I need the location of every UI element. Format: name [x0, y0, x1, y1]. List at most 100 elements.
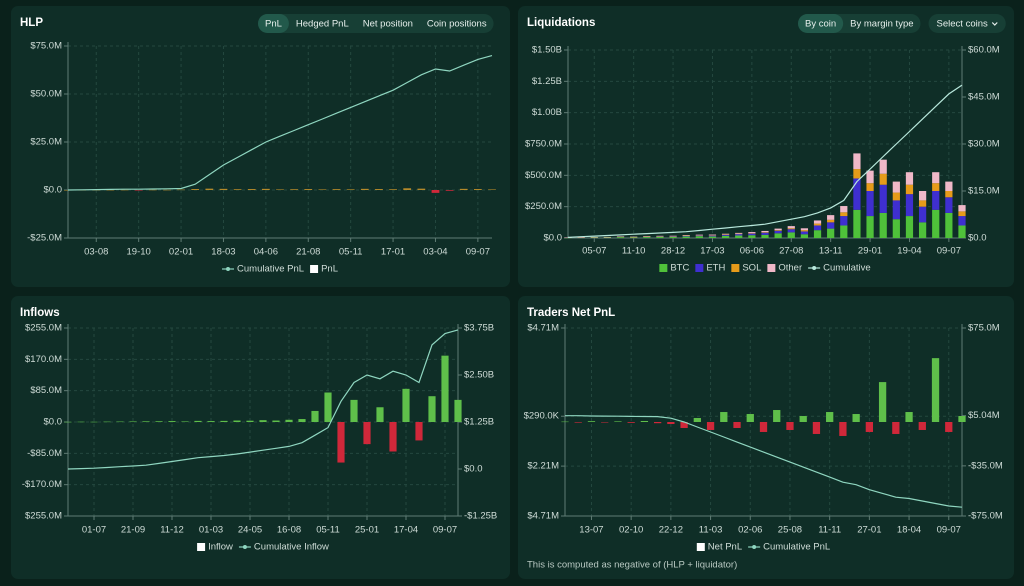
bar [389, 189, 397, 190]
bar [360, 188, 369, 190]
bar [853, 178, 861, 210]
x-tick-label: 04-06 [254, 247, 278, 258]
bar [695, 236, 703, 238]
bar [827, 219, 835, 223]
bar [733, 422, 741, 428]
x-tick-label: 01-07 [82, 525, 106, 536]
bar [721, 233, 730, 235]
bar [748, 232, 756, 233]
x-tick-label: 06-06 [740, 246, 764, 257]
bar [459, 188, 468, 190]
y-tick-label: $75.0M [30, 41, 62, 52]
bar [304, 189, 313, 190]
tab-button[interactable] [798, 14, 844, 33]
bar [840, 212, 848, 217]
line [567, 84, 963, 238]
y-tick-label: $255.0M [25, 511, 62, 522]
bar [879, 173, 887, 185]
bar [826, 412, 834, 422]
x-tick-label: 09-07 [937, 525, 961, 536]
panel-title: Liquidations [527, 17, 595, 29]
bar [721, 234, 730, 236]
bar [318, 189, 327, 190]
bar [892, 219, 900, 238]
bar [643, 236, 651, 237]
y2-tick-label: $45.0M [968, 92, 1000, 103]
y-tick-label: $290.0K [524, 411, 560, 422]
bar [945, 212, 953, 238]
y-tick-label: $25.0M [30, 137, 62, 148]
y-tick-label: $0.0 [544, 233, 563, 244]
bar [134, 190, 143, 191]
bar [866, 170, 874, 184]
bar [669, 236, 677, 238]
bar [332, 189, 341, 190]
bar [761, 230, 769, 233]
bar [761, 232, 769, 235]
bar [603, 237, 612, 238]
y-tick-label: $4.71M [527, 323, 559, 334]
y-tick-label: $2.21M [527, 461, 559, 472]
x-tick-label: 22-12 [659, 525, 683, 536]
bar [708, 236, 717, 238]
y2-tick-label: $3.75B [464, 323, 494, 334]
bar [905, 184, 914, 195]
bar [428, 396, 436, 422]
tab-button-label[interactable]: Net position [363, 19, 413, 30]
x-tick-label: 03-08 [84, 247, 108, 258]
tab-button[interactable] [258, 14, 289, 33]
x-tick-label: 11-10 [622, 246, 646, 257]
tab-button-label[interactable]: By coin [805, 19, 836, 30]
legend-label: ETH [706, 263, 725, 274]
line [67, 329, 459, 470]
y2-tick-label: $5.04M [968, 410, 1000, 421]
y-tick-label: -$170.0M [22, 479, 62, 490]
x-tick-label: 11-11 [818, 525, 841, 536]
bar [627, 422, 635, 423]
tab-button-label[interactable]: Hedged PnL [296, 19, 349, 30]
x-tick-label: 28-12 [661, 246, 685, 257]
bar [247, 189, 256, 190]
bar [142, 421, 150, 422]
bar [207, 421, 215, 422]
y-tick-label: $750.0M [525, 139, 562, 150]
bar [932, 172, 940, 184]
legend: Net PnL Cumulative PnL [696, 542, 830, 553]
bar [233, 420, 241, 422]
bar [800, 231, 809, 235]
y-tick-label: $255.0M [25, 323, 62, 334]
bar [375, 189, 383, 190]
bar [748, 232, 756, 234]
bar [669, 235, 677, 237]
y-tick-label: -$25.0M [27, 233, 62, 244]
y2-tick-label: $2.50B [464, 370, 494, 381]
x-tick-label: 09-07 [433, 525, 457, 536]
bar [272, 420, 280, 422]
x-tick-label: 09-07 [466, 247, 490, 258]
bar [233, 189, 242, 190]
bar [682, 235, 690, 236]
tab-button-label[interactable]: By margin type [850, 19, 913, 30]
y2-tick-label: -$1.25B [464, 511, 497, 522]
bar [892, 422, 900, 434]
bar [680, 422, 688, 428]
legend-label: Inflow [208, 542, 233, 553]
dropdown[interactable] [928, 14, 1006, 33]
legend-label: Cumulative PnL [237, 264, 304, 275]
bar [735, 233, 743, 235]
y-tick-label: $0.0 [44, 185, 63, 196]
tab-button-label[interactable]: Coin positions [427, 19, 487, 30]
bar [103, 421, 111, 423]
legend-label: PnL [321, 264, 338, 275]
dropdown-label[interactable]: Select coins [937, 19, 988, 30]
bar [746, 414, 754, 422]
bar [682, 235, 690, 237]
bar [311, 410, 319, 422]
legend-marker [812, 266, 817, 270]
bar [878, 382, 887, 422]
bar [389, 422, 397, 452]
y-tick-label: $85.0M [30, 385, 62, 396]
x-tick-label: 02-10 [619, 525, 643, 536]
legend-label: Cumulative PnL [763, 542, 830, 553]
tab-button-label[interactable]: PnL [265, 19, 282, 30]
